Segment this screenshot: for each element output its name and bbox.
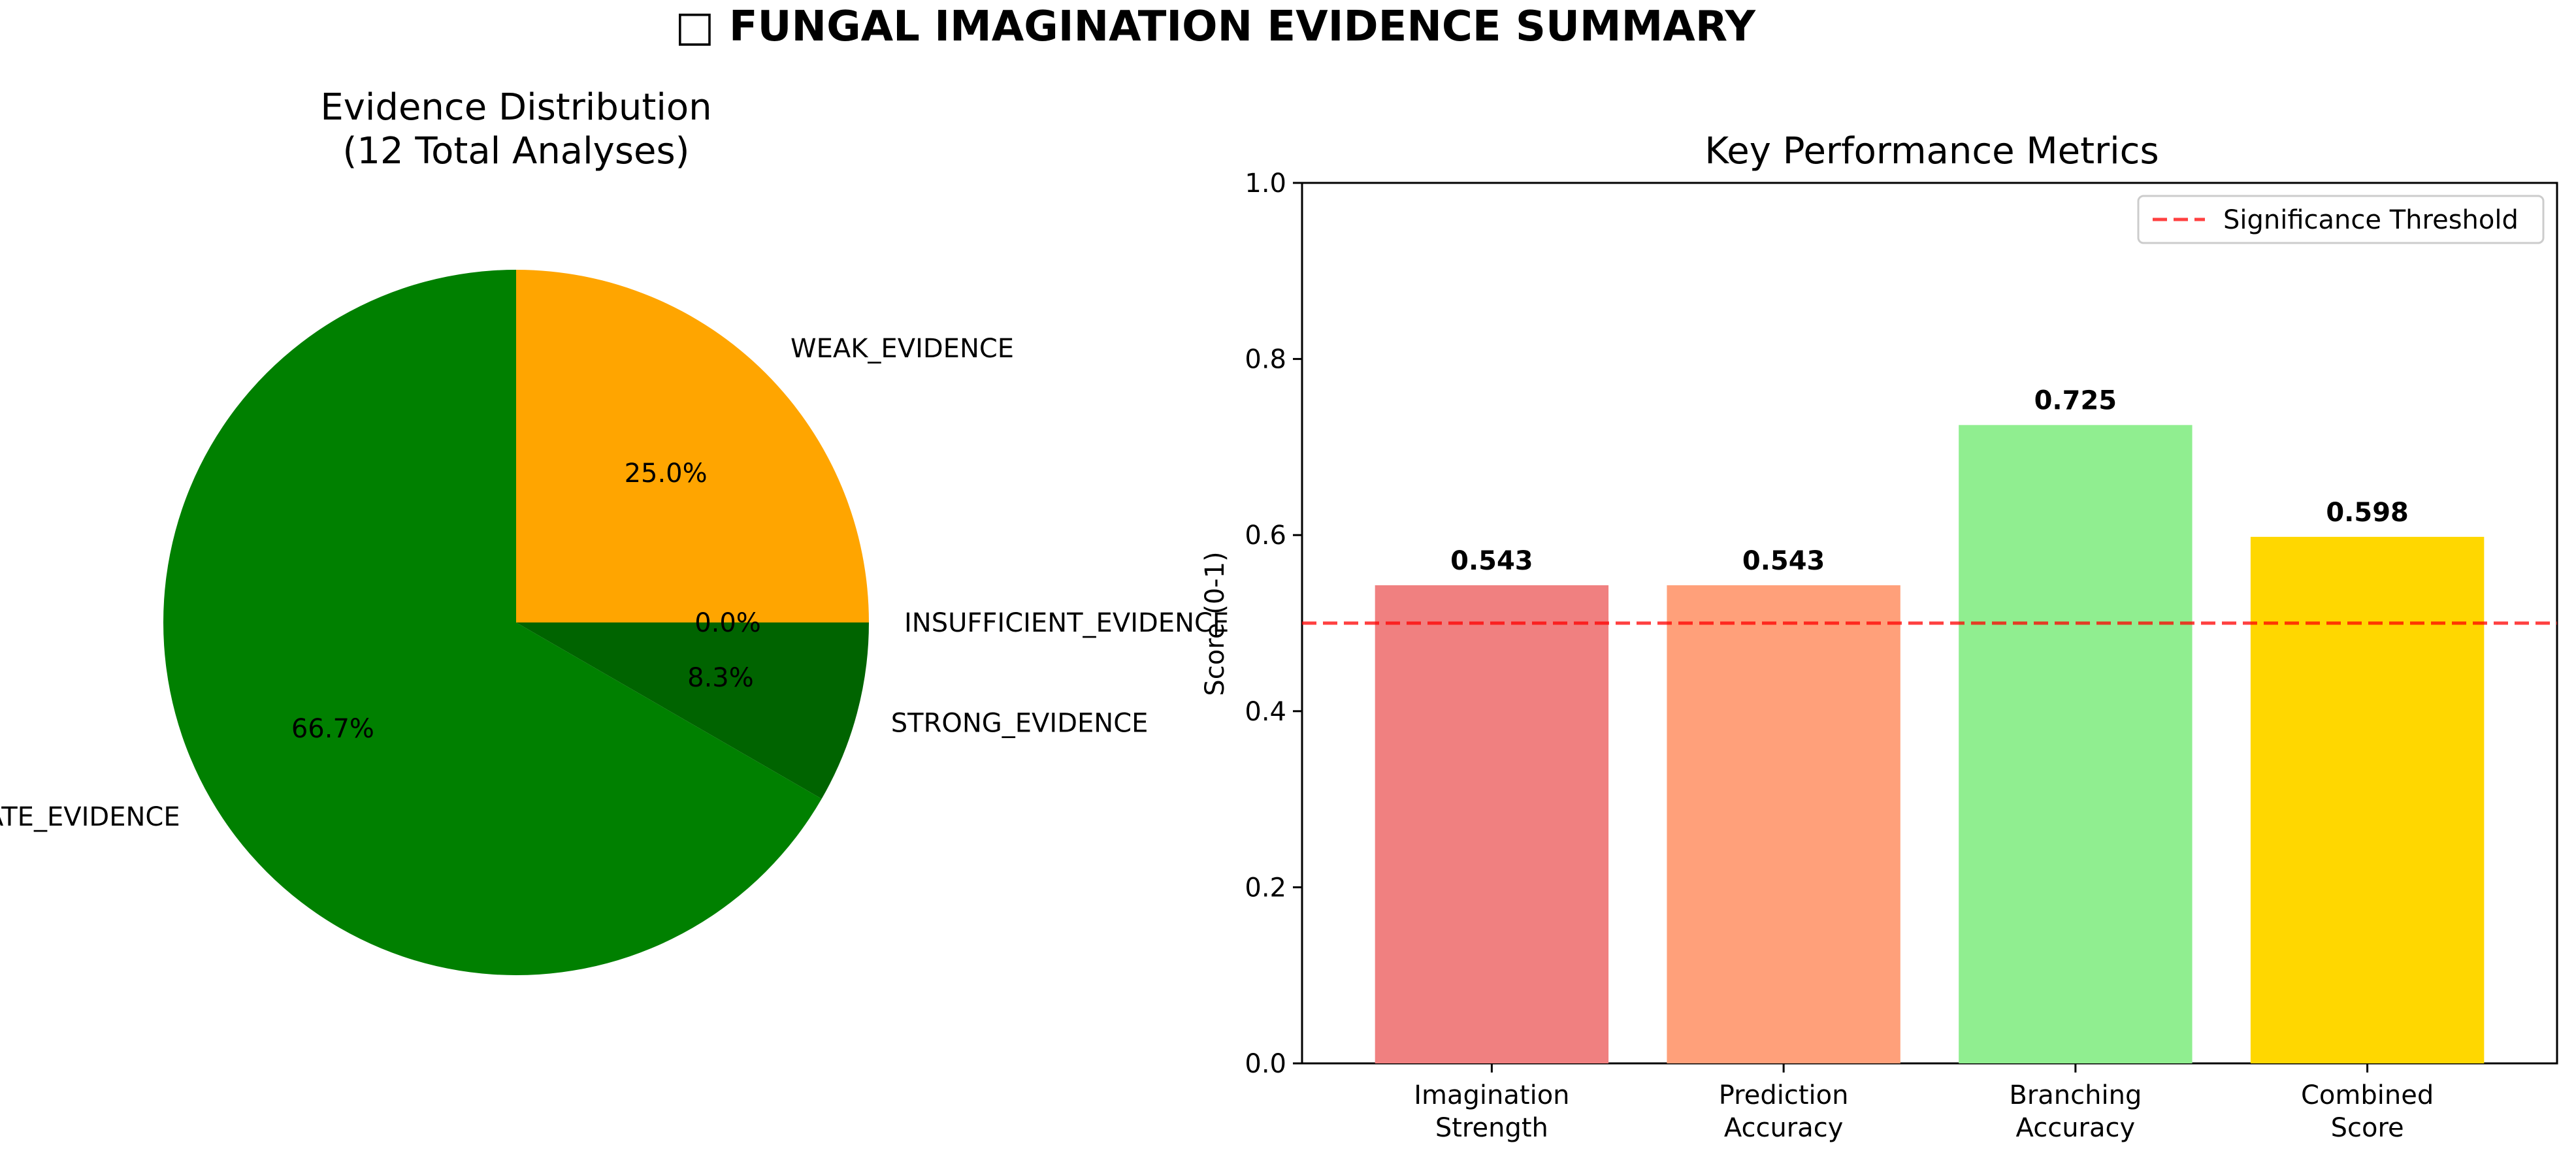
x-tick-label-line2: Accuracy [1724,1113,1844,1143]
pie-title-line1: Evidence Distribution [320,86,711,129]
pie-pct-insufficient-evidence: 0.0% [694,608,761,638]
bar-series: 0.543 0.543 0.725 0.598 [1302,386,2557,1063]
x-tick-label-line2: Strength [1435,1113,1548,1143]
pie-title-line2: (12 Total Analyses) [343,130,690,172]
legend-label: Significance Threshold [2223,205,2519,235]
bar-chart: Key Performance Metrics 0.0 0.2 0.4 0.6 0.8 1… [1200,130,2558,1143]
x-tick-label-line2: Score [2331,1113,2404,1143]
x-tick-label-line1: Branching [2009,1080,2142,1110]
y-tick-label: 0.0 [1245,1049,1286,1079]
pie-labels: WEAK_EVIDENCE 25.0% MODERATE_EVIDENCE 66.7%… [0,334,1229,832]
pie-label-strong-evidence: STRONG_EVIDENCE [891,709,1149,739]
x-tick-label-line1: Imagination [1414,1080,1569,1110]
pie-pct-strong-evidence: 8.3% [687,663,754,693]
figure-title: □ FUNGAL IMAGINATION EVIDENCE SUMMARY [675,3,1756,51]
pie-label-weak-evidence: WEAK_EVIDENCE [791,334,1014,364]
x-tick-label-line1: Prediction [1719,1080,1849,1110]
y-tick-label: 1.0 [1245,169,1286,199]
y-tick-label: 0.2 [1245,873,1286,903]
bar-value-label: 0.725 [2034,386,2117,416]
pie-slice-weak-evidence [516,270,869,622]
pie-slices [163,270,869,975]
bar-branching [1959,425,2193,1063]
pie-chart: Evidence Distribution (12 Total Analyses… [0,86,1229,975]
pie-slice-strong-evidence [516,622,869,799]
y-axis-label: Score (0-1) [1200,551,1230,696]
bar-value-label: 0.543 [1742,546,1825,576]
bar-value-label: 0.598 [2326,498,2409,528]
y-tick-label: 0.6 [1245,521,1286,551]
bar-prediction [1667,585,1900,1063]
x-tick-label-line2: Accuracy [2016,1113,2136,1143]
pie-pct-moderate-evidence: 66.7% [291,714,374,744]
pie-slice-moderate-evidence [163,270,822,975]
bar-imagination [1375,585,1609,1063]
x-tick-label-line1: Combined [2301,1080,2434,1110]
pie-pct-weak-evidence: 25.0% [625,459,708,489]
y-tick-label: 0.8 [1245,345,1286,375]
legend-box [2137,195,2545,244]
pie-label-moderate-evidence: MODERATE_EVIDENCE [0,802,180,832]
bar-value-label: 0.543 [1450,546,1533,576]
bar-chart-title: Key Performance Metrics [1704,130,2159,172]
y-tick-label: 0.4 [1245,697,1286,727]
pie-label-insufficient-evidence: INSUFFICIENT_EVIDENCE [904,608,1229,638]
legend: Significance Threshold [2137,195,2545,244]
bar-combined [2250,536,2485,1063]
